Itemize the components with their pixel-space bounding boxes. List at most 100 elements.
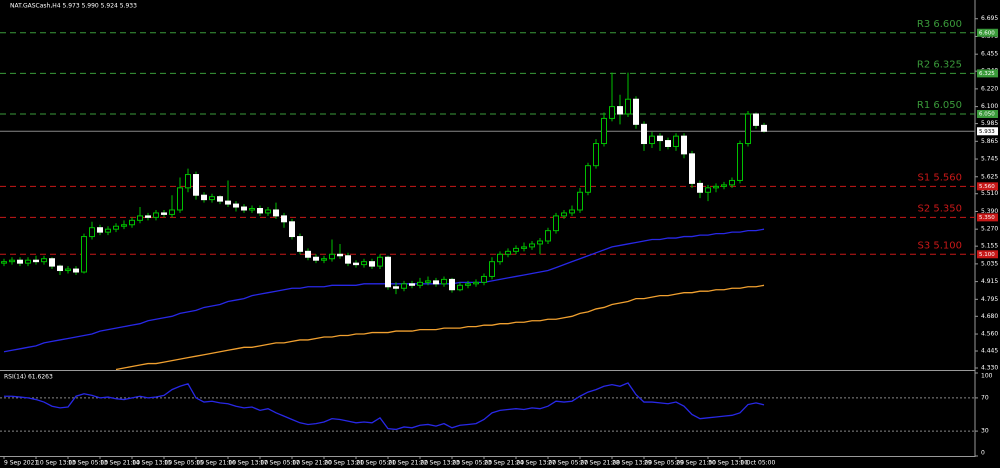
- x-tick-label: 17 Sep 05:00: [260, 460, 300, 467]
- level-name: R1 6.050: [917, 100, 962, 111]
- candle-body: [137, 215, 143, 221]
- x-tick-label: 23 Sep 05:00: [452, 460, 492, 467]
- candle-body: [465, 283, 471, 286]
- candle-body: [321, 258, 327, 261]
- candle-body: [385, 256, 391, 288]
- candle-body: [361, 261, 367, 266]
- candle-body: [705, 187, 711, 193]
- y-tick-label: 5.390: [981, 208, 998, 215]
- candle-body: [225, 200, 231, 205]
- moving-average: [3, 228, 765, 353]
- level-tag: [977, 69, 998, 78]
- candle-body: [697, 182, 703, 193]
- candle-body: [441, 278, 447, 285]
- candle-body: [313, 256, 319, 261]
- candle-body: [65, 268, 71, 272]
- candle-body: [529, 243, 535, 248]
- candle-body: [641, 123, 647, 145]
- candle-body: [393, 286, 399, 289]
- candle-body: [145, 215, 151, 218]
- candle-body: [561, 212, 567, 217]
- level-tag-label: 5.560: [979, 184, 995, 190]
- x-tick-label: 22 Sep 13:00: [420, 460, 460, 467]
- y-tick-label: 5.985: [981, 120, 998, 127]
- candle-body: [657, 135, 663, 142]
- candle-body: [505, 250, 511, 255]
- candle-body: [617, 106, 623, 115]
- candle-body: [329, 253, 335, 260]
- level-tag: [977, 250, 998, 259]
- x-tick-label: 20 Sep 13:00: [324, 460, 364, 467]
- x-tick-label: 9 Sep 2021: [4, 460, 38, 467]
- candle-body: [681, 135, 687, 155]
- y-tick-label: 6.220: [981, 85, 998, 92]
- x-tick-label: 23 Sep 21:00: [484, 460, 524, 467]
- candle-body: [425, 280, 431, 283]
- candle-body: [345, 255, 351, 264]
- candle-body: [105, 228, 111, 233]
- candle-body: [745, 113, 751, 145]
- level-tag-label: 6.050: [979, 111, 995, 117]
- candle-body: [193, 174, 199, 196]
- y-tick-label: 100: [981, 373, 993, 380]
- candle-body: [433, 280, 439, 285]
- y-tick-label: 6.455: [981, 51, 998, 58]
- candle-body: [73, 268, 79, 273]
- candle-body: [649, 135, 655, 145]
- x-tick-label: 21 Sep 05:00: [356, 460, 396, 467]
- candle-body: [81, 236, 87, 273]
- candle-body: [153, 212, 159, 218]
- price-plot: [0, 32, 975, 370]
- x-tick-label: 21 Sep 21:00: [388, 460, 428, 467]
- candle-body: [97, 227, 103, 233]
- x-tick-label: 17 Sep 21:00: [292, 460, 332, 467]
- candle-body: [1, 261, 7, 264]
- candle-body: [49, 258, 55, 267]
- candle-body: [417, 281, 423, 286]
- candle-body: [257, 208, 263, 214]
- current-price-label: 5.933: [979, 129, 995, 135]
- y-tick-label: 4.680: [981, 313, 998, 320]
- candle-body: [201, 194, 207, 201]
- candle-body: [625, 98, 631, 115]
- candle-body: [265, 209, 271, 214]
- candle-body: [481, 275, 487, 283]
- x-tick-label: 13 Sep 05:00: [68, 460, 108, 467]
- candle-body: [177, 187, 183, 211]
- candle-body: [89, 227, 95, 238]
- candle-body: [689, 153, 695, 184]
- candle-body: [673, 135, 679, 147]
- candle-body: [369, 261, 375, 267]
- candle-body: [17, 259, 23, 264]
- candle-body: [609, 106, 615, 119]
- y-tick-label: 5.270: [981, 226, 998, 233]
- y-tick-label: 5.155: [981, 243, 998, 250]
- candle-body: [57, 265, 63, 272]
- candle-body: [489, 261, 495, 277]
- candle-body: [161, 212, 167, 215]
- y-tick-label: 5.510: [981, 190, 998, 197]
- level-name: S3 5.100: [917, 240, 962, 251]
- candle-body: [753, 113, 759, 126]
- x-tick-label: 1 Oct 05:00: [740, 460, 775, 467]
- candle-body: [33, 259, 39, 263]
- level-tag-label: 5.350: [979, 215, 995, 221]
- level-tag: [977, 182, 998, 191]
- candle-body: [521, 246, 527, 249]
- x-tick-label: 14 Sep 13:00: [132, 460, 172, 467]
- candle-body: [593, 143, 599, 167]
- candle-body: [273, 209, 279, 217]
- x-tick-label: 10 Sep 13:00: [36, 460, 76, 467]
- x-tick-label: 29 Sep 05:00: [644, 460, 684, 467]
- candle-body: [281, 215, 287, 223]
- level-name: S2 5.350: [917, 203, 962, 214]
- y-tick-label: 4.915: [981, 278, 998, 285]
- candle-body: [169, 209, 175, 215]
- y-tick-label: 5.865: [981, 138, 998, 145]
- candle-body: [25, 259, 31, 264]
- x-tick-label: 13 Sep 21:00: [100, 460, 140, 467]
- level-tag: [977, 213, 998, 222]
- level-name: R3 6.600: [917, 19, 962, 30]
- x-tick-label: 27 Sep 05:00: [548, 460, 588, 467]
